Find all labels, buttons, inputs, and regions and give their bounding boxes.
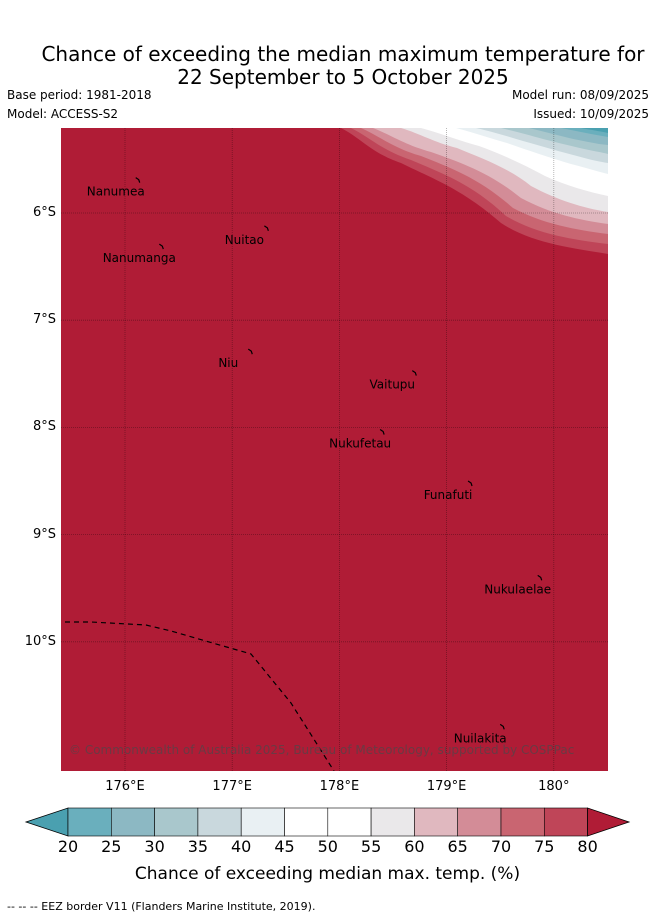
island-nukufetau: Nukufetau [329, 429, 391, 451]
colorbar-tick-label: 55 [360, 837, 382, 856]
island-nanumanga: Nanumanga [103, 243, 176, 265]
map-background [61, 128, 608, 771]
colorbar-extend-high [587, 807, 631, 837]
longitude-tick-label: 180° [538, 779, 570, 794]
colorbar-tick-label: 50 [317, 837, 338, 856]
model-name: Model: ACCESS-S2 [7, 107, 119, 121]
colorbar-cell [414, 807, 458, 837]
colorbar-tick-label: 65 [447, 837, 468, 856]
colorbar-tick-label: 45 [274, 837, 295, 856]
island-outline [537, 574, 543, 581]
colorbar-cell [67, 807, 112, 837]
island-nuitao: Nuitao [225, 225, 269, 247]
probability-map: Nanumea Nuitao Nanumanga Niu Vaitupu Nukufeta… [61, 128, 608, 771]
colorbar-tick-label: 60 [404, 837, 425, 856]
latitude-tick-label: 10°S [24, 633, 56, 649]
island-niu: Niu [218, 348, 253, 370]
island-outline [158, 243, 164, 250]
colorbar-tick-label: 25 [101, 837, 122, 856]
base-period: Base period: 1981-2018 [7, 88, 152, 102]
colorbar-tick-label: 30 [144, 837, 165, 856]
island-label: Nukulaelae [484, 582, 551, 596]
island-label: Nuitao [225, 233, 264, 247]
colorbar-cell [154, 807, 199, 837]
eez-footnote: -- -- -- EEZ border V11 (Flanders Marine… [7, 900, 316, 913]
island-outline [264, 225, 269, 232]
island-label: Vaitupu [370, 378, 416, 392]
islands-layer: Nanumea Nuitao Nanumanga Niu Vaitupu Nukufeta… [87, 177, 551, 745]
longitude-tick-label: 178°E [319, 779, 360, 794]
latitude-tick-label: 8°S [32, 419, 56, 435]
latitude-tick-label: 9°S [32, 526, 56, 542]
island-outline [411, 370, 417, 376]
colorbar-tick-label: 35 [187, 837, 209, 856]
longitude-tick-label: 179°E [426, 779, 467, 794]
island-label: Niu [218, 356, 238, 370]
island-label: Nukufetau [329, 437, 391, 451]
model-run: Model run: 08/09/2025 [511, 88, 649, 102]
island-outline [499, 723, 505, 730]
island-label: Nanumanga [103, 251, 176, 265]
colorbar-label: Chance of exceeding median max. temp. (%… [134, 864, 521, 884]
colorbar-tick-label: 20 [57, 837, 79, 856]
latitude-tick-label: 6°S [32, 205, 56, 220]
island-vaitupu: Vaitupu [370, 370, 417, 392]
island-nuilakita: Nuilakita [454, 723, 507, 745]
colorbar [24, 807, 631, 837]
island-nanumea: Nanumea [87, 177, 145, 199]
colorbar-cell [457, 807, 502, 837]
map-title-line-2: 22 September to 5 October 2025 [177, 65, 509, 89]
eez-border [65, 621, 335, 771]
attribution: © Commonwealth of Australia 2025, Bureau… [69, 743, 574, 757]
island-label: Nanumea [87, 185, 145, 199]
colorbar-cell [543, 807, 588, 837]
island-nukulaelae: Nukulaelae [484, 574, 551, 596]
island-funafuti: Funafuti [424, 480, 473, 502]
colorbar-cell [370, 807, 415, 837]
issued-date: Issued: 10/09/2025 [533, 107, 649, 121]
island-label: Nuilakita [454, 731, 507, 745]
colorbar-cell [240, 807, 285, 837]
island-label: Funafuti [424, 488, 473, 502]
map-title-line-1: Chance of exceeding the median maximum t… [41, 42, 645, 66]
colorbar-cell [327, 807, 372, 837]
island-outline [247, 348, 253, 355]
colorbar-cell [500, 807, 545, 837]
colorbar-cells [24, 807, 631, 837]
longitude-tick-label: 176°E [105, 779, 145, 794]
island-outline [135, 177, 141, 183]
longitude-tick-label: 177°E [212, 779, 252, 794]
colorbar-extend-low [24, 807, 69, 837]
colorbar-tick-label: 40 [231, 837, 252, 856]
island-outline [467, 480, 473, 487]
colorbar-tick-label: 70 [490, 837, 512, 856]
colorbar-tick-label: 80 [577, 837, 598, 856]
colorbar-cell [284, 807, 329, 837]
colorbar-tick-label: 75 [534, 837, 555, 856]
colorbar-cell [111, 807, 155, 837]
island-outline [379, 429, 385, 435]
latitude-tick-label: 7°S [32, 312, 56, 328]
colorbar-cell [197, 807, 242, 837]
contour-band-below-20 [581, 128, 608, 133]
